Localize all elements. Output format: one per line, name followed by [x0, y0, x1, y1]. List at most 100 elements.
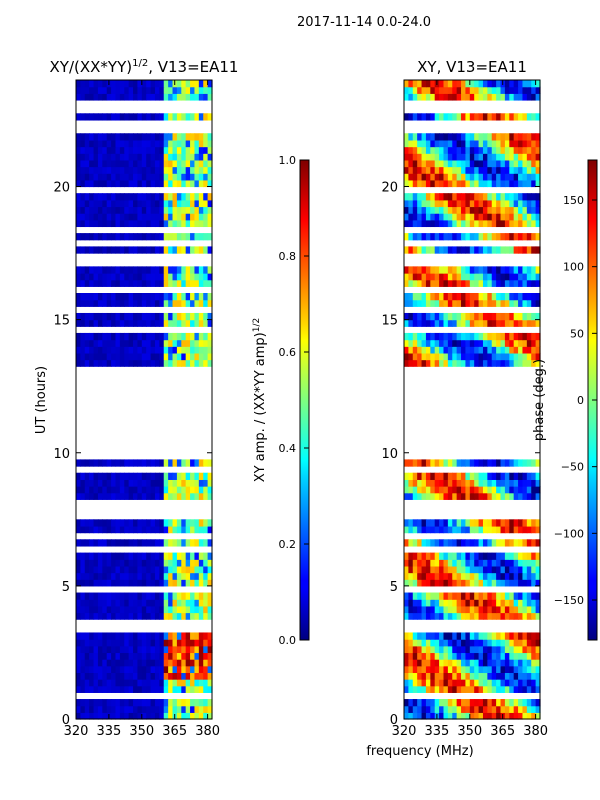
phase-cell: [526, 179, 532, 188]
amplitude-cell: [190, 592, 196, 600]
phase-cell: [461, 199, 467, 208]
amplitude-cell: [80, 459, 86, 467]
amplitude-cell: [198, 525, 204, 534]
amplitude-cell: [133, 579, 139, 587]
amplitude-cell: [115, 632, 121, 640]
amplitude-cell: [124, 632, 130, 640]
phase-cell: [417, 133, 423, 141]
amplitude-cell: [194, 559, 200, 567]
amplitude-cell: [84, 659, 90, 667]
amplitude-cell: [111, 459, 117, 467]
amplitude-cell: [163, 525, 169, 534]
phase-cell: [491, 159, 497, 168]
phase-cell: [408, 93, 414, 101]
phase-cell: [465, 339, 471, 347]
amplitude-cell: [119, 565, 125, 574]
amplitude-cell: [128, 139, 134, 148]
amplitude-cell: [207, 199, 213, 208]
amplitude-cell: [102, 166, 108, 174]
phase-cell: [447, 206, 453, 214]
amplitude-cell: [89, 632, 95, 640]
phase-cell: [496, 352, 502, 361]
phase-cell: [531, 299, 537, 307]
amplitude-cell: [172, 273, 178, 281]
amplitude-cell: [76, 659, 81, 667]
phase-cell: [452, 266, 458, 274]
phase-cell: [496, 459, 502, 467]
amplitude-cell: [176, 159, 182, 168]
phase-cell: [434, 685, 440, 693]
amplitude-cell: [97, 519, 103, 527]
amplitude-cell: [176, 525, 182, 534]
phase-cell: [465, 199, 471, 208]
amplitude-cell: [163, 699, 169, 707]
amplitude-cell: [163, 679, 169, 687]
amplitude-cell: [172, 86, 178, 94]
phase-cell: [469, 166, 475, 174]
amplitude-cell: [168, 612, 174, 620]
phase-cell: [434, 273, 440, 281]
amplitude-cell: [203, 679, 209, 687]
amplitude-cell: [115, 665, 121, 674]
amplitude-cell: [172, 699, 178, 707]
amplitude-cell: [163, 639, 169, 647]
phase-cell: [434, 632, 440, 640]
phase-cell: [531, 166, 537, 174]
phase-cell: [469, 492, 475, 500]
amplitude-cell: [172, 146, 178, 154]
phase-cell: [496, 525, 502, 534]
phase-cell: [443, 565, 449, 574]
amplitude-cell: [76, 565, 81, 574]
amplitude-cell: [128, 359, 134, 367]
phase-cell: [447, 472, 453, 480]
phase-cell: [482, 486, 488, 494]
phase-cell: [522, 173, 528, 181]
amplitude-cell: [194, 213, 200, 221]
amplitude-cell: [190, 339, 196, 347]
amplitude-cell: [119, 80, 125, 88]
amplitude-cell: [93, 539, 99, 547]
phase-cell: [482, 552, 488, 560]
phase-cell: [452, 525, 458, 534]
amplitude-cell: [172, 312, 178, 321]
amplitude-cell: [133, 266, 139, 274]
phase-cell: [478, 193, 484, 201]
phase-cell: [500, 153, 506, 161]
phase-cell: [496, 293, 502, 301]
amplitude-cell: [84, 486, 90, 494]
phase-cell: [496, 206, 502, 214]
x-tick-label: 380: [523, 724, 548, 739]
amplitude-cell: [181, 319, 187, 327]
phase-cell: [509, 206, 515, 214]
amplitude-cell: [176, 565, 182, 574]
amplitude-cell: [190, 672, 196, 680]
phase-cell: [522, 352, 528, 361]
amplitude-cell: [203, 525, 209, 534]
amplitude-cell: [185, 705, 191, 713]
amplitude-cell: [128, 332, 134, 341]
phase-cell: [412, 712, 418, 720]
phase-cell: [430, 246, 436, 254]
phase-cell: [408, 293, 414, 301]
phase-cell: [430, 352, 436, 361]
amplitude-cell: [128, 206, 134, 214]
amplitude-cell: [150, 359, 156, 367]
phase-cell: [447, 273, 453, 281]
amplitude-cell: [163, 139, 169, 148]
amplitude-cell: [115, 712, 121, 720]
amplitude-cell: [89, 173, 95, 181]
colorbar-tick-label: −50: [561, 461, 584, 474]
phase-cell: [469, 565, 475, 574]
amplitude-cell: [150, 679, 156, 687]
amplitude-cell: [141, 472, 147, 480]
phase-cell: [421, 592, 427, 600]
colorbar-tick-label: 150: [563, 194, 584, 207]
phase-cell: [465, 179, 471, 188]
phase-cell: [412, 705, 418, 713]
amplitude-cell: [198, 146, 204, 154]
phase-cell: [412, 80, 418, 88]
amplitude-cell: [154, 486, 160, 494]
amplitude-cell: [198, 246, 204, 254]
phase-cell: [478, 113, 484, 121]
phase-cell: [443, 359, 449, 367]
